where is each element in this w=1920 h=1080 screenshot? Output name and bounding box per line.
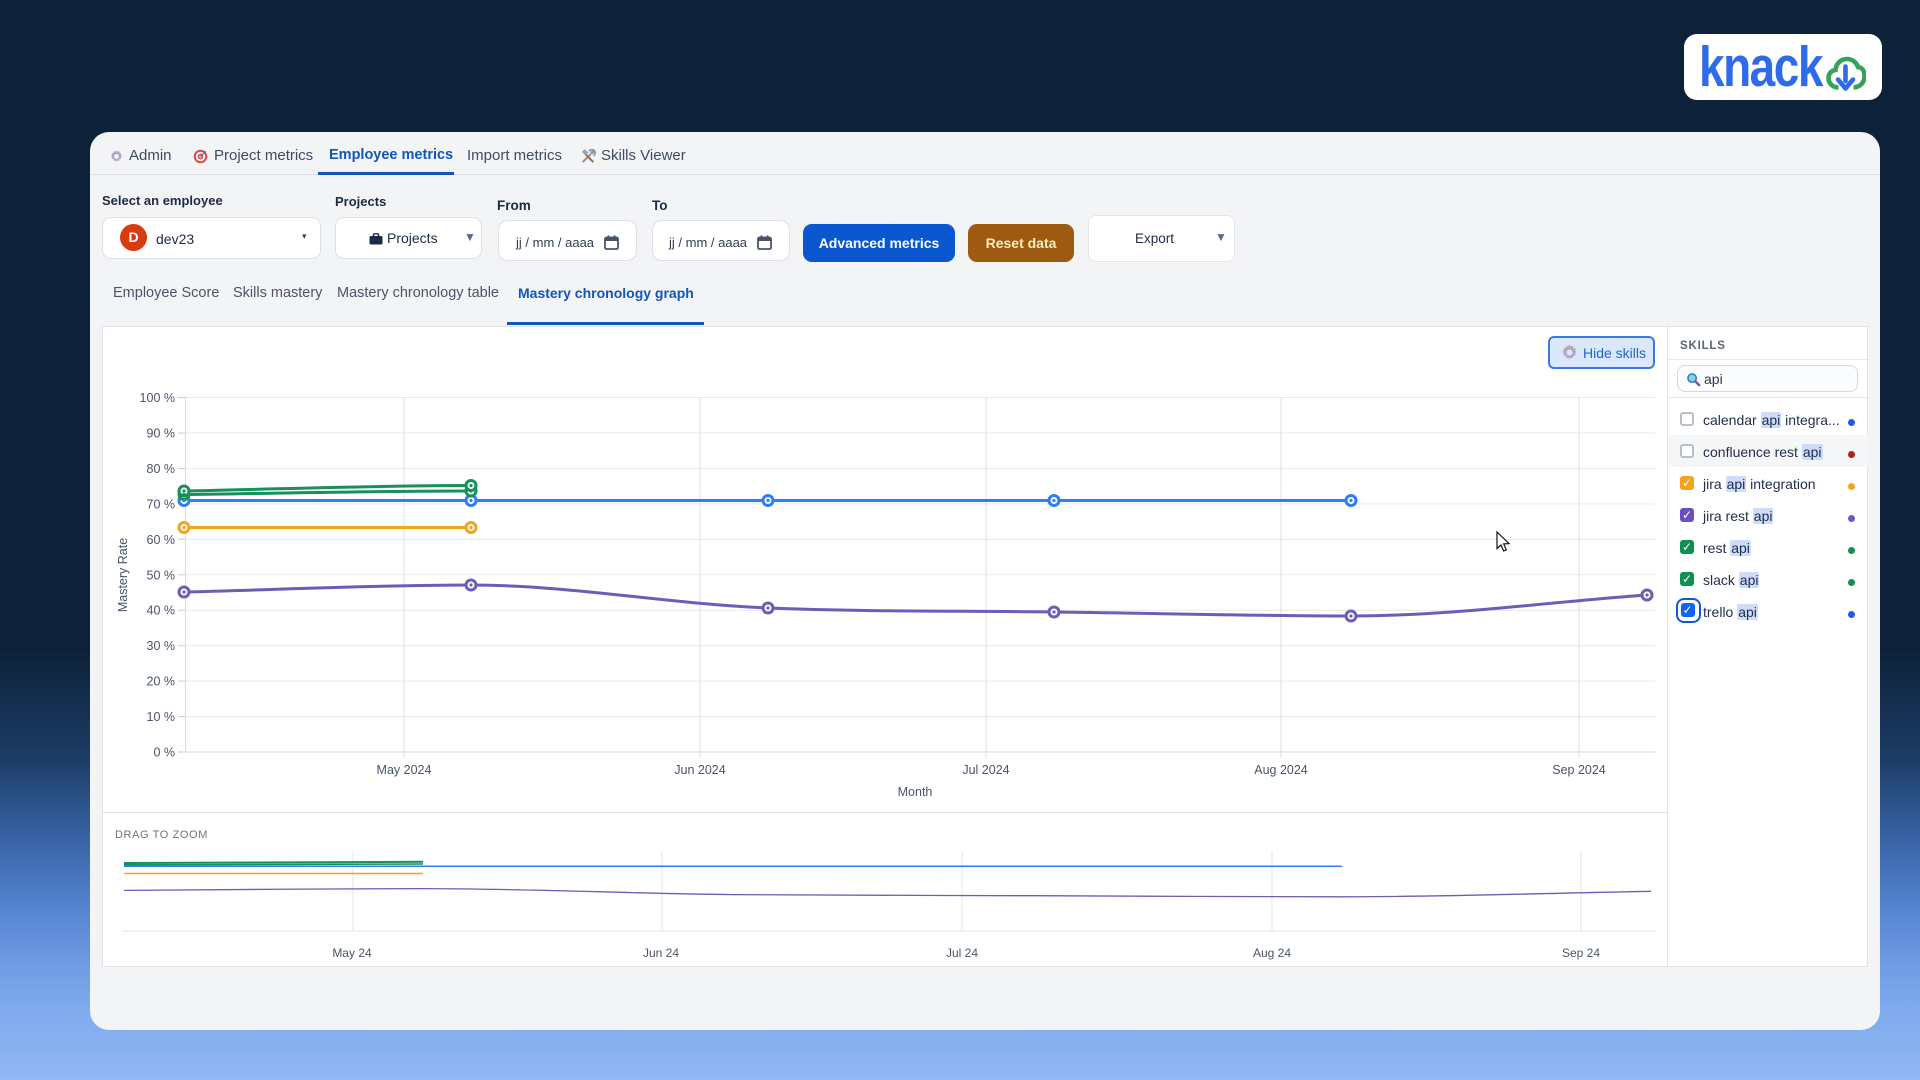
svg-text:Month: Month (898, 785, 933, 799)
svg-text:60 %: 60 % (147, 533, 176, 547)
svg-text:30 %: 30 % (147, 639, 176, 653)
svg-text:0 %: 0 % (153, 746, 175, 760)
svg-text:Jul 2024: Jul 2024 (962, 763, 1009, 777)
svg-text:Sep 24: Sep 24 (1562, 946, 1600, 960)
svg-text:50 %: 50 % (147, 568, 176, 582)
svg-text:Mastery Rate: Mastery Rate (116, 538, 130, 612)
svg-text:70 %: 70 % (147, 498, 176, 512)
svg-text:100 %: 100 % (140, 391, 175, 405)
svg-text:May 24: May 24 (332, 946, 372, 960)
svg-text:Jun 24: Jun 24 (643, 946, 679, 960)
svg-text:Jun 2024: Jun 2024 (674, 763, 725, 777)
svg-text:Aug 24: Aug 24 (1253, 946, 1291, 960)
svg-text:90 %: 90 % (147, 427, 176, 441)
svg-text:Jul 24: Jul 24 (946, 946, 978, 960)
svg-text:80 %: 80 % (147, 462, 176, 476)
svg-text:May 2024: May 2024 (377, 763, 432, 777)
svg-text:Sep 2024: Sep 2024 (1552, 763, 1606, 777)
svg-text:20 %: 20 % (147, 675, 176, 689)
svg-text:10 %: 10 % (147, 710, 176, 724)
svg-text:40 %: 40 % (147, 604, 176, 618)
svg-text:Aug 2024: Aug 2024 (1254, 763, 1308, 777)
